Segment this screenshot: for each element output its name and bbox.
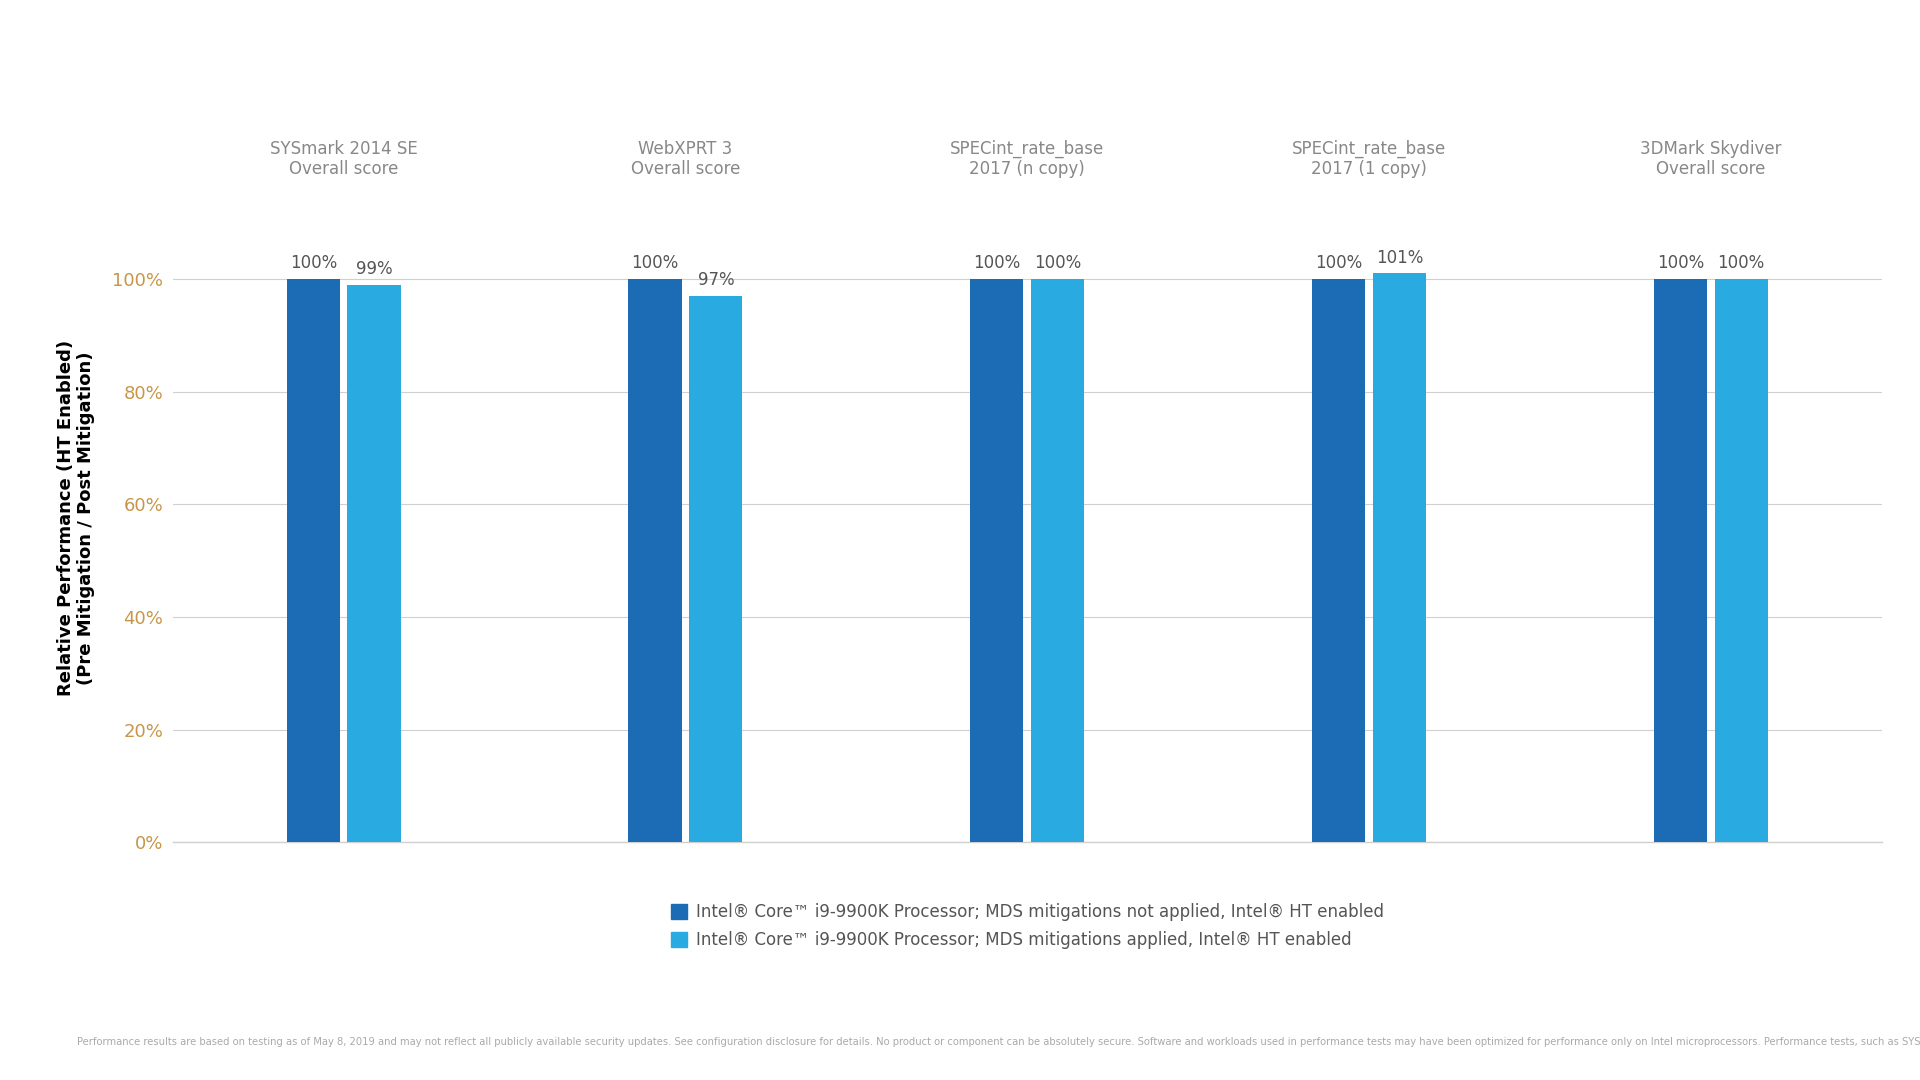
Bar xyxy=(628,279,682,842)
Text: 100%: 100% xyxy=(973,254,1020,272)
Text: 100%: 100% xyxy=(632,254,678,272)
Bar xyxy=(1031,279,1085,842)
Bar xyxy=(1311,279,1365,842)
Text: Performance results are based on testing as of May 8, 2019 and may not reflect a: Performance results are based on testing… xyxy=(77,1037,1920,1047)
Text: 100%: 100% xyxy=(1315,254,1361,272)
Text: 101%: 101% xyxy=(1375,248,1423,267)
Text: 100%: 100% xyxy=(1035,254,1081,272)
Bar xyxy=(1715,279,1768,842)
Y-axis label: Relative Performance (HT Enabled)
(Pre Mitigation / Post Mitigation): Relative Performance (HT Enabled) (Pre M… xyxy=(56,340,96,697)
Bar xyxy=(689,296,743,842)
Text: 100%: 100% xyxy=(1718,254,1764,272)
Bar xyxy=(1373,273,1427,842)
Text: 97%: 97% xyxy=(697,271,733,289)
Text: 100%: 100% xyxy=(1657,254,1703,272)
Bar xyxy=(286,279,340,842)
Text: 100%: 100% xyxy=(290,254,336,272)
Legend: Intel® Core™ i9-9900K Processor; MDS mitigations not applied, Intel® HT enabled,: Intel® Core™ i9-9900K Processor; MDS mit… xyxy=(664,896,1390,956)
Text: 99%: 99% xyxy=(355,260,392,278)
Bar xyxy=(1653,279,1707,842)
Bar xyxy=(970,279,1023,842)
Bar xyxy=(348,284,401,842)
